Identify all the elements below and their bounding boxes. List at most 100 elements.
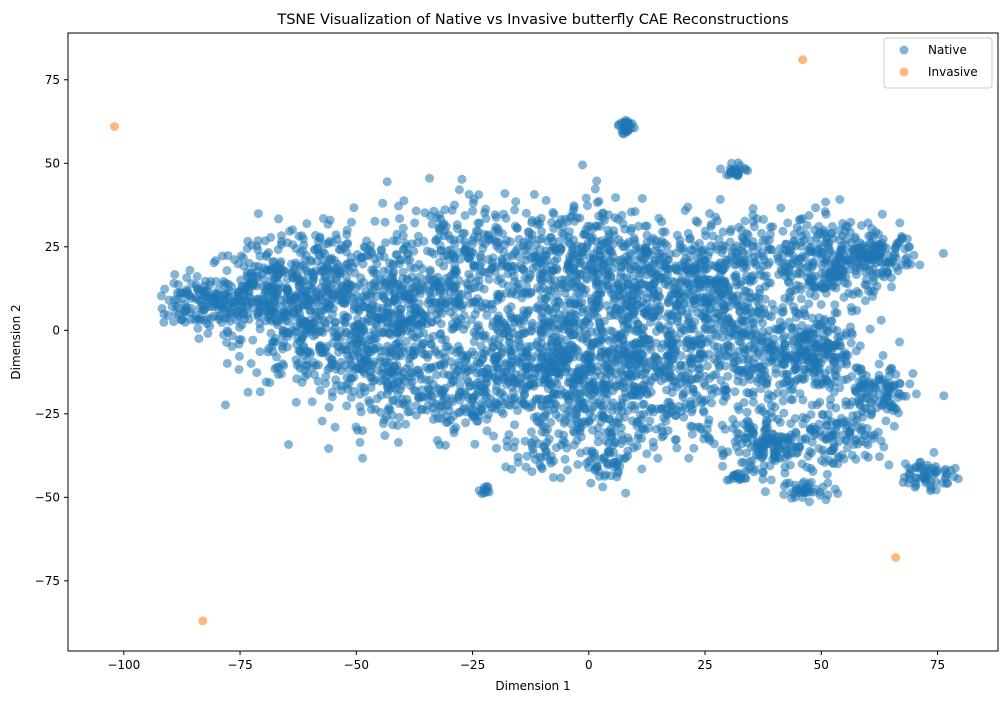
native-point bbox=[778, 226, 788, 236]
native-point bbox=[881, 416, 891, 426]
native-point bbox=[474, 407, 483, 417]
native-point bbox=[703, 251, 713, 261]
native-point bbox=[637, 324, 647, 334]
native-point bbox=[441, 400, 451, 410]
native-point bbox=[738, 292, 748, 302]
native-point bbox=[571, 310, 581, 320]
native-point bbox=[364, 244, 374, 254]
native-point bbox=[501, 367, 511, 377]
native-point bbox=[394, 201, 403, 211]
native-point bbox=[473, 226, 483, 236]
native-point bbox=[748, 317, 758, 327]
native-point bbox=[698, 406, 708, 416]
native-point bbox=[693, 218, 703, 227]
native-point bbox=[422, 246, 432, 256]
native-point bbox=[705, 209, 715, 218]
native-point bbox=[349, 203, 359, 213]
native-point bbox=[351, 422, 361, 432]
native-point bbox=[656, 404, 666, 414]
native-point bbox=[465, 298, 475, 308]
native-point bbox=[766, 344, 776, 354]
native-point bbox=[222, 266, 232, 276]
native-point bbox=[473, 378, 482, 388]
native-point bbox=[380, 431, 390, 440]
native-point bbox=[336, 333, 345, 343]
native-point bbox=[550, 283, 560, 293]
native-point bbox=[717, 248, 727, 258]
native-point bbox=[588, 249, 598, 259]
native-point bbox=[340, 318, 350, 328]
native-point bbox=[772, 447, 782, 457]
native-point bbox=[291, 355, 301, 365]
native-point bbox=[577, 364, 587, 374]
native-point bbox=[731, 364, 741, 374]
native-point bbox=[287, 268, 297, 278]
native-point bbox=[649, 442, 659, 452]
native-point bbox=[535, 219, 545, 229]
native-point bbox=[376, 352, 386, 362]
native-point bbox=[717, 298, 727, 308]
native-point bbox=[578, 320, 588, 330]
native-point bbox=[832, 365, 842, 374]
native-point bbox=[905, 379, 915, 389]
native-point bbox=[314, 360, 323, 370]
native-point bbox=[756, 270, 765, 280]
native-point bbox=[608, 264, 618, 273]
native-point bbox=[332, 361, 342, 371]
native-point bbox=[457, 174, 467, 184]
native-point bbox=[332, 275, 342, 285]
native-point bbox=[675, 361, 685, 370]
native-point bbox=[362, 236, 371, 246]
native-point bbox=[278, 283, 288, 293]
native-point bbox=[831, 403, 841, 413]
native-point bbox=[606, 380, 616, 389]
native-point bbox=[356, 407, 366, 417]
native-point bbox=[852, 305, 862, 315]
native-point bbox=[755, 288, 764, 298]
native-point bbox=[730, 387, 740, 397]
native-point bbox=[833, 272, 843, 282]
native-point bbox=[331, 230, 341, 240]
native-point bbox=[550, 256, 560, 266]
native-point bbox=[583, 201, 592, 211]
native-point bbox=[564, 395, 574, 405]
native-point bbox=[487, 257, 497, 267]
native-point bbox=[684, 453, 694, 463]
native-point bbox=[590, 184, 600, 194]
native-point bbox=[830, 308, 840, 318]
native-point bbox=[413, 393, 423, 403]
native-point bbox=[215, 292, 225, 302]
native-point bbox=[315, 291, 325, 301]
native-point bbox=[488, 342, 498, 352]
native-point bbox=[685, 283, 695, 293]
native-point bbox=[857, 369, 867, 378]
native-point bbox=[380, 217, 390, 227]
native-point bbox=[841, 272, 851, 282]
native-point bbox=[838, 375, 848, 385]
native-point bbox=[779, 331, 789, 341]
native-point bbox=[436, 214, 446, 224]
native-point bbox=[765, 278, 775, 288]
native-point bbox=[660, 259, 670, 269]
native-point bbox=[766, 400, 776, 410]
native-point bbox=[173, 280, 183, 290]
native-point bbox=[882, 393, 892, 403]
native-point bbox=[655, 301, 665, 311]
native-point bbox=[253, 312, 263, 322]
native-point bbox=[551, 303, 561, 313]
native-point bbox=[654, 213, 664, 223]
native-point bbox=[199, 305, 209, 315]
native-point bbox=[503, 281, 513, 291]
native-point bbox=[803, 451, 813, 461]
native-point bbox=[593, 276, 603, 286]
native-point bbox=[338, 298, 348, 308]
native-point bbox=[526, 253, 536, 263]
native-point bbox=[854, 376, 864, 386]
native-point bbox=[219, 330, 229, 340]
native-point bbox=[630, 316, 640, 325]
native-point bbox=[347, 360, 357, 370]
native-point bbox=[856, 221, 866, 230]
native-point bbox=[346, 392, 356, 402]
native-point bbox=[768, 222, 778, 232]
native-point bbox=[321, 347, 331, 357]
